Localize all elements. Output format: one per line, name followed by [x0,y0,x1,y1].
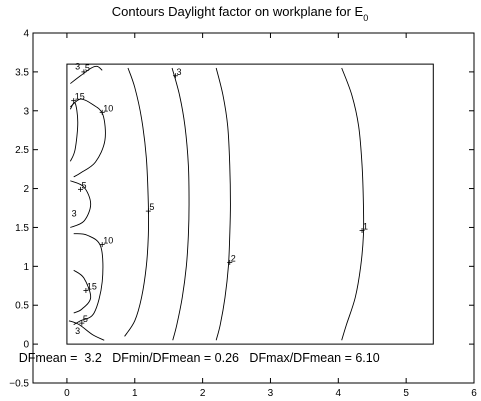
y-tick-label: 0 [23,340,29,351]
y-tick-label: 4 [23,29,29,40]
x-tick-label: 5 [403,388,409,399]
chart-title-subscript: 0 [363,13,368,23]
contour-line [215,67,231,341]
axes-frame [32,32,475,384]
contour-line [70,65,103,84]
y-tick-label: 0.5 [15,301,29,312]
contour-label: 10 [103,236,113,246]
contour-label: 1 [363,222,368,232]
contour-line [69,102,79,162]
x-tick-label: 3 [268,388,274,399]
contour-line [73,269,92,314]
contour-label: 5 [85,63,90,73]
y-tick-label: 2.5 [15,145,29,156]
y-tick-label: 2 [23,184,29,195]
contour-label: 5 [81,180,86,190]
contour-label: 2 [231,253,236,263]
contour-label: 3 [75,62,80,72]
contour-line [124,67,150,337]
x-tick-label: 2 [200,388,206,399]
stats-text: DFmean = 3.2 DFmin/DFmean = 0.26 DFmax/D… [19,351,380,365]
contour-label: 3 [72,209,77,219]
chart-title-main: Contours Daylight factor on workplane fo… [112,4,364,19]
contour-label: 3 [75,326,80,336]
contour-line [68,320,105,341]
x-tick-label: 6 [471,388,477,399]
contour-label: 5 [149,202,154,212]
contour-line [341,67,365,341]
y-tick-label: 1.5 [15,223,29,234]
x-tick-label: 4 [336,388,342,399]
contour-line [70,98,106,178]
x-tick-label: 0 [64,388,70,399]
y-tick-label: −0.5 [9,379,29,390]
contour-line [70,180,92,228]
y-tick-label: 1 [23,262,29,273]
contour-line [73,233,104,326]
chart-title: Contours Daylight factor on workplane fo… [112,4,368,23]
x-tick-label: 1 [132,388,138,399]
workplane-outline [66,63,434,345]
contour-label: 10 [103,103,113,113]
y-tick-label: 3.5 [15,67,29,78]
contour-label: 3 [176,67,181,77]
contour-label: 5 [83,314,88,324]
plot-area: 0 1 2 3 4 5 6−0.500.511.522.533.54123551015510… [9,29,477,400]
contour-label: 15 [75,92,85,102]
contour-line [171,67,190,341]
y-tick-label: 3 [23,106,29,117]
contour-label: 15 [87,281,97,291]
